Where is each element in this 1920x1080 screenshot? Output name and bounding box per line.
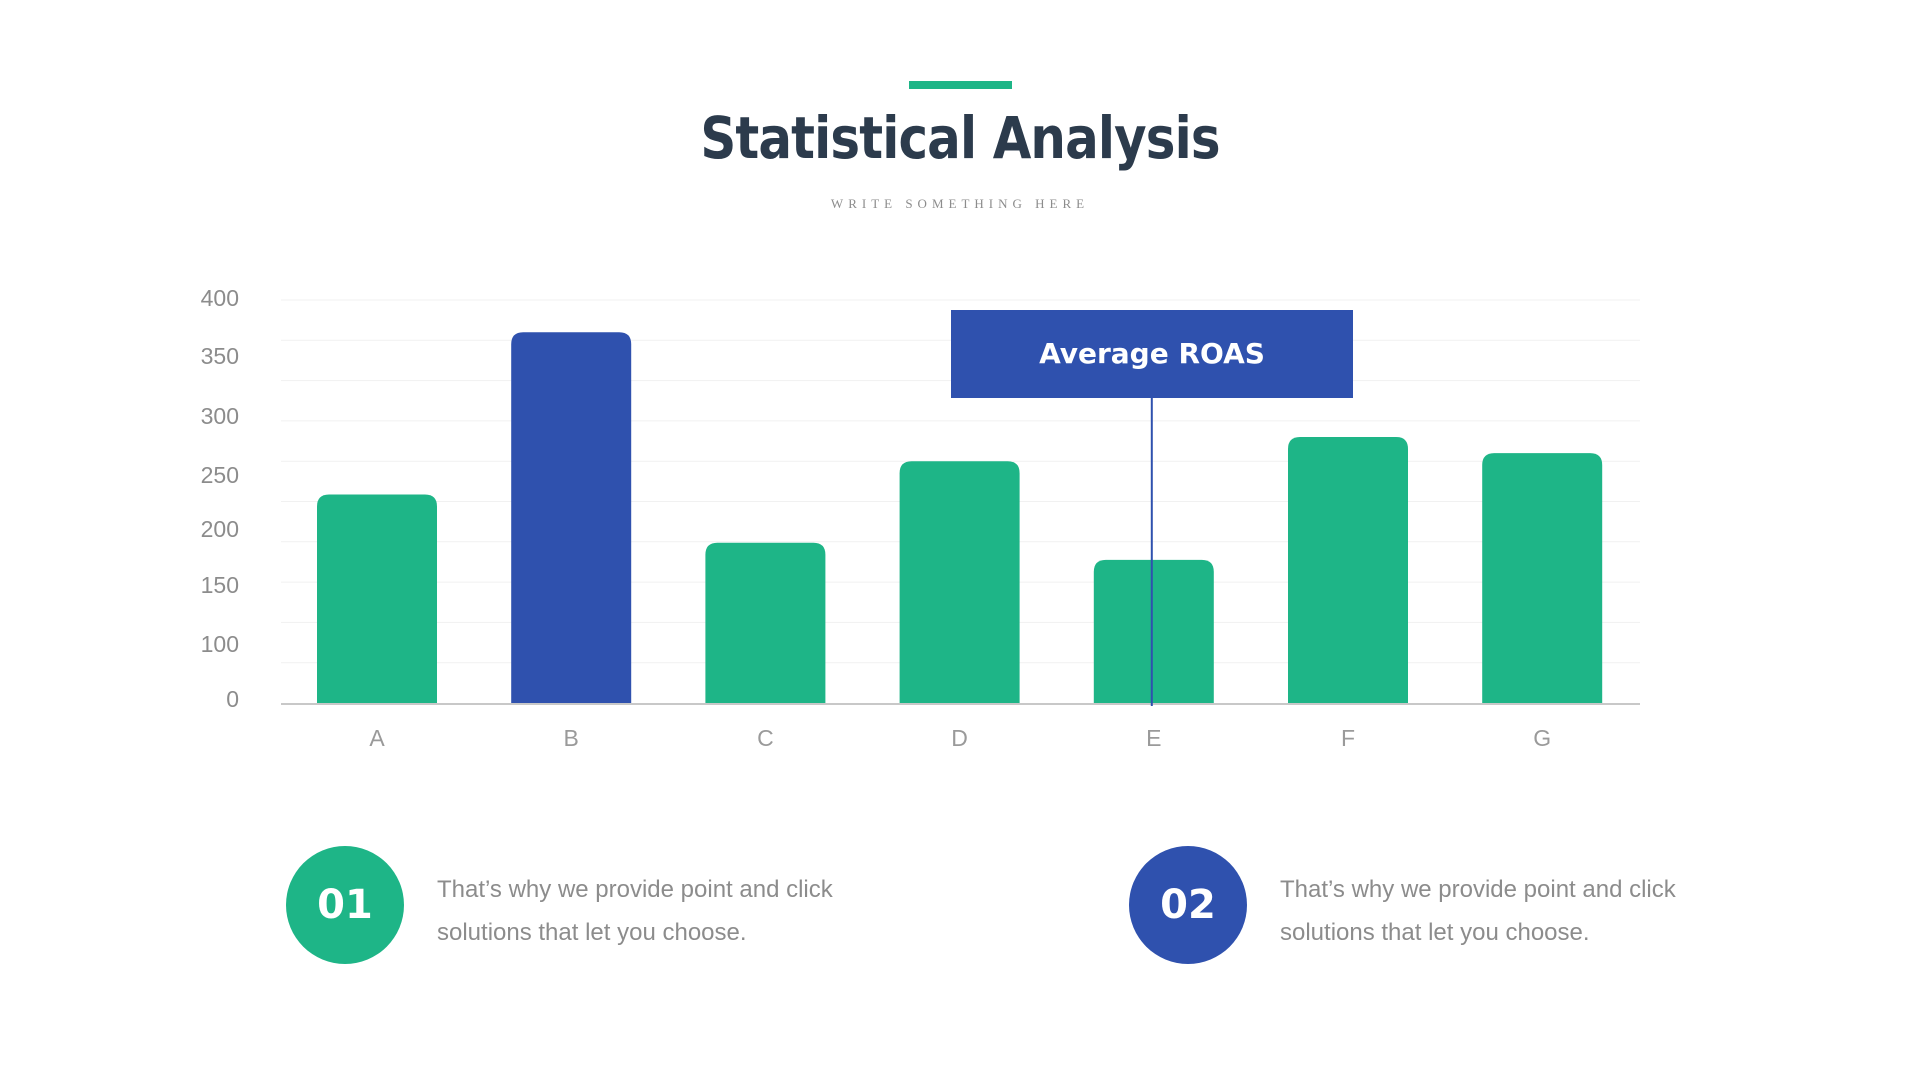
x-tick-label: G [1533,725,1551,751]
info-text: That’s why we provide point and click so… [437,876,833,946]
callout-average-roas: Average ROAS [951,310,1353,706]
number-badge: 01 [286,846,404,964]
info-item-1: 01 That’s why we provide point and click… [286,846,916,964]
y-tick-label: 400 [201,285,239,311]
bar-e [1093,559,1214,703]
page-title: Statistical Analysis [700,104,1220,172]
y-tick-label: 150 [201,572,239,598]
x-tick-label: B [564,725,579,751]
x-axis: A B C D E F G [369,725,1551,751]
x-tick-label: E [1146,725,1161,751]
bar-g [1482,453,1603,703]
x-tick-label: D [951,725,968,751]
y-axis: 0 100 150 200 250 300 350 400 [201,285,239,712]
bar-f [1288,437,1408,703]
title-accent-bar [909,81,1012,89]
y-tick-label: 100 [201,631,239,657]
bar-a [317,494,437,703]
bar-d [899,461,1020,703]
info-text: That’s why we provide point and click so… [1280,876,1676,946]
bars [317,332,1603,703]
y-tick-label: 350 [201,343,239,369]
bar-chart: 0 100 150 200 250 300 350 400 A B C D E F G Average R… [201,285,1640,751]
x-tick-label: F [1341,725,1355,751]
bar-b [511,332,632,703]
x-tick-label: C [757,725,774,751]
number-badge: 02 [1129,846,1247,964]
x-tick-label: A [369,725,385,751]
callout-label: Average ROAS [1039,337,1265,370]
y-tick-label: 300 [201,403,239,429]
callout-box [951,310,1353,398]
y-tick-label: 250 [201,462,239,488]
bar-c [705,542,826,703]
y-tick-label: 0 [226,686,239,712]
page-subtitle: WRITE SOMETHING HERE [830,196,1090,211]
y-tick-label: 200 [201,516,239,542]
info-item-2: 02 That’s why we provide point and click… [1129,846,1759,964]
